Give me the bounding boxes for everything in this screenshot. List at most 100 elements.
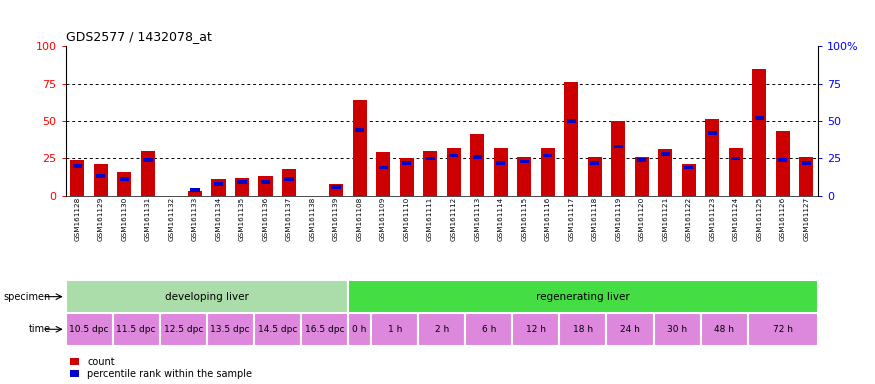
Text: 30 h: 30 h bbox=[667, 325, 687, 334]
Bar bbox=[473, 155, 482, 159]
Text: 11.5 dpc: 11.5 dpc bbox=[116, 325, 156, 334]
Text: developing liver: developing liver bbox=[164, 291, 248, 302]
Bar bbox=[379, 166, 388, 169]
Bar bbox=[191, 188, 200, 192]
Bar bbox=[637, 158, 647, 162]
Text: GDS2577 / 1432078_at: GDS2577 / 1432078_at bbox=[66, 30, 212, 43]
Bar bbox=[212, 179, 226, 196]
Bar bbox=[206, 313, 254, 346]
Bar bbox=[654, 313, 701, 346]
Text: 12 h: 12 h bbox=[526, 325, 546, 334]
Bar bbox=[144, 158, 152, 162]
Bar bbox=[800, 157, 814, 196]
Bar bbox=[778, 158, 788, 162]
Bar bbox=[261, 180, 270, 184]
Bar bbox=[332, 185, 340, 189]
Bar bbox=[802, 161, 811, 165]
Bar bbox=[613, 144, 623, 148]
Bar bbox=[446, 148, 461, 196]
Bar bbox=[684, 166, 693, 169]
Bar bbox=[543, 154, 552, 157]
Bar bbox=[94, 164, 108, 196]
Text: 12.5 dpc: 12.5 dpc bbox=[164, 325, 203, 334]
Text: time: time bbox=[29, 324, 51, 334]
Bar bbox=[755, 116, 764, 120]
Text: 2 h: 2 h bbox=[435, 325, 449, 334]
Bar bbox=[117, 172, 131, 196]
Bar bbox=[470, 134, 484, 196]
Bar bbox=[348, 313, 371, 346]
Bar bbox=[520, 159, 528, 163]
Text: 16.5 dpc: 16.5 dpc bbox=[304, 325, 344, 334]
Bar bbox=[424, 151, 438, 196]
Bar bbox=[590, 161, 599, 165]
Bar bbox=[513, 313, 559, 346]
Bar bbox=[567, 119, 576, 123]
Bar bbox=[634, 157, 649, 196]
Text: 24 h: 24 h bbox=[620, 325, 640, 334]
Bar bbox=[776, 131, 790, 196]
Bar bbox=[606, 313, 654, 346]
Bar bbox=[559, 313, 606, 346]
Text: specimen: specimen bbox=[4, 291, 51, 302]
Bar bbox=[517, 157, 531, 196]
Bar bbox=[425, 157, 435, 160]
Bar bbox=[214, 182, 223, 186]
Bar bbox=[701, 313, 747, 346]
Bar bbox=[705, 119, 719, 196]
Bar bbox=[66, 280, 348, 313]
Bar bbox=[611, 121, 626, 196]
Bar bbox=[496, 161, 505, 165]
Bar bbox=[752, 68, 766, 196]
Bar bbox=[371, 313, 418, 346]
Bar bbox=[254, 313, 301, 346]
Bar bbox=[120, 177, 129, 181]
Bar bbox=[466, 313, 513, 346]
Bar bbox=[376, 152, 390, 196]
Bar bbox=[418, 313, 466, 346]
Bar bbox=[73, 164, 82, 168]
Bar bbox=[493, 148, 507, 196]
Bar bbox=[160, 313, 206, 346]
Bar bbox=[113, 313, 160, 346]
Bar bbox=[732, 157, 740, 160]
Text: 6 h: 6 h bbox=[482, 325, 496, 334]
Bar bbox=[541, 148, 555, 196]
Bar bbox=[284, 177, 294, 181]
Bar bbox=[70, 160, 85, 196]
Bar bbox=[96, 174, 106, 178]
Text: 1 h: 1 h bbox=[388, 325, 402, 334]
Bar bbox=[402, 161, 411, 165]
Bar bbox=[258, 176, 273, 196]
Bar bbox=[329, 184, 343, 196]
Bar bbox=[747, 313, 818, 346]
Bar bbox=[237, 180, 247, 184]
Bar bbox=[682, 164, 696, 196]
Bar bbox=[708, 131, 717, 135]
Text: 13.5 dpc: 13.5 dpc bbox=[211, 325, 250, 334]
Bar bbox=[661, 152, 670, 156]
Legend: count, percentile rank within the sample: count, percentile rank within the sample bbox=[71, 357, 252, 379]
Bar bbox=[348, 280, 818, 313]
Text: 10.5 dpc: 10.5 dpc bbox=[69, 325, 108, 334]
Bar bbox=[66, 313, 113, 346]
Bar bbox=[282, 169, 296, 196]
Text: 48 h: 48 h bbox=[714, 325, 734, 334]
Bar bbox=[449, 154, 458, 157]
Text: 14.5 dpc: 14.5 dpc bbox=[257, 325, 297, 334]
Bar bbox=[355, 128, 364, 132]
Bar bbox=[564, 82, 578, 196]
Text: 18 h: 18 h bbox=[573, 325, 593, 334]
Bar bbox=[301, 313, 348, 346]
Bar bbox=[353, 100, 367, 196]
Bar bbox=[729, 148, 743, 196]
Bar bbox=[141, 151, 155, 196]
Bar bbox=[658, 149, 672, 196]
Text: 72 h: 72 h bbox=[773, 325, 793, 334]
Bar bbox=[400, 159, 414, 196]
Text: regenerating liver: regenerating liver bbox=[536, 291, 630, 302]
Bar bbox=[588, 157, 602, 196]
Bar bbox=[188, 191, 202, 196]
Bar bbox=[234, 178, 249, 196]
Text: 0 h: 0 h bbox=[353, 325, 367, 334]
